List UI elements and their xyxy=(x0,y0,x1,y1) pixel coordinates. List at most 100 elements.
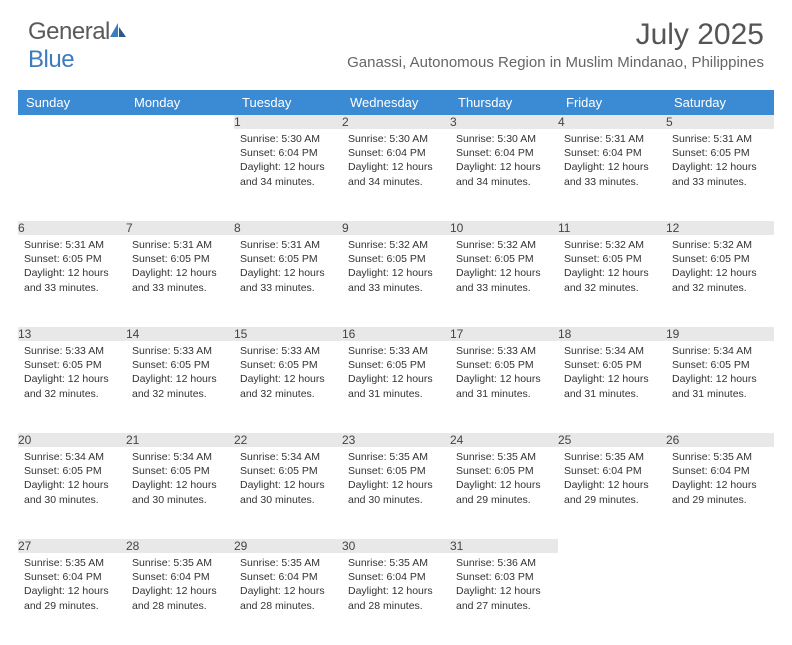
weekday-header: Tuesday xyxy=(234,90,342,115)
day-details: Sunrise: 5:35 AMSunset: 6:04 PMDaylight:… xyxy=(342,553,450,619)
day-number: 7 xyxy=(126,221,234,235)
day-cell: Sunrise: 5:34 AMSunset: 6:05 PMDaylight:… xyxy=(126,447,234,539)
week-row: Sunrise: 5:30 AMSunset: 6:04 PMDaylight:… xyxy=(18,129,774,221)
week-row: Sunrise: 5:35 AMSunset: 6:04 PMDaylight:… xyxy=(18,553,774,645)
day-details: Sunrise: 5:31 AMSunset: 6:05 PMDaylight:… xyxy=(234,235,342,301)
day-cell: Sunrise: 5:30 AMSunset: 6:04 PMDaylight:… xyxy=(450,129,558,221)
day-details: Sunrise: 5:32 AMSunset: 6:05 PMDaylight:… xyxy=(342,235,450,301)
empty-cell xyxy=(666,553,774,645)
day-details: Sunrise: 5:34 AMSunset: 6:05 PMDaylight:… xyxy=(18,447,126,513)
day-details: Sunrise: 5:36 AMSunset: 6:03 PMDaylight:… xyxy=(450,553,558,619)
brand-word2: Blue xyxy=(28,46,74,73)
weekday-header: Sunday xyxy=(18,90,126,115)
empty-cell xyxy=(18,129,126,221)
day-cell: Sunrise: 5:36 AMSunset: 6:03 PMDaylight:… xyxy=(450,553,558,645)
daynum-row: 6789101112 xyxy=(18,221,774,235)
day-number: 1 xyxy=(234,115,342,129)
day-cell: Sunrise: 5:33 AMSunset: 6:05 PMDaylight:… xyxy=(234,341,342,433)
day-cell: Sunrise: 5:35 AMSunset: 6:05 PMDaylight:… xyxy=(450,447,558,539)
day-number: 30 xyxy=(342,539,450,553)
day-number: 4 xyxy=(558,115,666,129)
day-number: 28 xyxy=(126,539,234,553)
day-cell: Sunrise: 5:33 AMSunset: 6:05 PMDaylight:… xyxy=(126,341,234,433)
day-number: 6 xyxy=(18,221,126,235)
day-cell: Sunrise: 5:30 AMSunset: 6:04 PMDaylight:… xyxy=(342,129,450,221)
day-cell: Sunrise: 5:35 AMSunset: 6:04 PMDaylight:… xyxy=(18,553,126,645)
day-number: 26 xyxy=(666,433,774,447)
weekday-header: Monday xyxy=(126,90,234,115)
daynum-row: 12345 xyxy=(18,115,774,129)
day-number: 13 xyxy=(18,327,126,341)
day-details: Sunrise: 5:35 AMSunset: 6:05 PMDaylight:… xyxy=(342,447,450,513)
day-number: 10 xyxy=(450,221,558,235)
day-number: 15 xyxy=(234,327,342,341)
day-details: Sunrise: 5:32 AMSunset: 6:05 PMDaylight:… xyxy=(558,235,666,301)
day-details: Sunrise: 5:35 AMSunset: 6:05 PMDaylight:… xyxy=(450,447,558,513)
day-number: 14 xyxy=(126,327,234,341)
day-details: Sunrise: 5:31 AMSunset: 6:05 PMDaylight:… xyxy=(18,235,126,301)
day-number: 29 xyxy=(234,539,342,553)
day-cell: Sunrise: 5:35 AMSunset: 6:04 PMDaylight:… xyxy=(342,553,450,645)
day-number: 31 xyxy=(450,539,558,553)
empty-cell xyxy=(126,129,234,221)
brand-logo: General Blue xyxy=(28,18,128,74)
day-number: 19 xyxy=(666,327,774,341)
day-details: Sunrise: 5:33 AMSunset: 6:05 PMDaylight:… xyxy=(234,341,342,407)
day-cell: Sunrise: 5:32 AMSunset: 6:05 PMDaylight:… xyxy=(450,235,558,327)
day-cell: Sunrise: 5:31 AMSunset: 6:05 PMDaylight:… xyxy=(234,235,342,327)
day-details: Sunrise: 5:32 AMSunset: 6:05 PMDaylight:… xyxy=(666,235,774,301)
month-title: July 2025 xyxy=(347,18,764,52)
day-details: Sunrise: 5:33 AMSunset: 6:05 PMDaylight:… xyxy=(18,341,126,407)
daynum-row: 20212223242526 xyxy=(18,433,774,447)
day-details: Sunrise: 5:33 AMSunset: 6:05 PMDaylight:… xyxy=(450,341,558,407)
day-cell: Sunrise: 5:32 AMSunset: 6:05 PMDaylight:… xyxy=(666,235,774,327)
day-details: Sunrise: 5:35 AMSunset: 6:04 PMDaylight:… xyxy=(18,553,126,619)
day-cell: Sunrise: 5:32 AMSunset: 6:05 PMDaylight:… xyxy=(558,235,666,327)
calendar-head: SundayMondayTuesdayWednesdayThursdayFrid… xyxy=(18,90,774,115)
day-details: Sunrise: 5:31 AMSunset: 6:04 PMDaylight:… xyxy=(558,129,666,195)
day-number: 21 xyxy=(126,433,234,447)
week-row: Sunrise: 5:34 AMSunset: 6:05 PMDaylight:… xyxy=(18,447,774,539)
day-details: Sunrise: 5:34 AMSunset: 6:05 PMDaylight:… xyxy=(666,341,774,407)
day-number: 18 xyxy=(558,327,666,341)
week-row: Sunrise: 5:33 AMSunset: 6:05 PMDaylight:… xyxy=(18,341,774,433)
week-row: Sunrise: 5:31 AMSunset: 6:05 PMDaylight:… xyxy=(18,235,774,327)
day-number: 5 xyxy=(666,115,774,129)
day-cell: Sunrise: 5:30 AMSunset: 6:04 PMDaylight:… xyxy=(234,129,342,221)
day-cell: Sunrise: 5:34 AMSunset: 6:05 PMDaylight:… xyxy=(18,447,126,539)
day-details: Sunrise: 5:35 AMSunset: 6:04 PMDaylight:… xyxy=(234,553,342,619)
page-header: General Blue July 2025 Ganassi, Autonomo… xyxy=(0,0,792,80)
day-cell: Sunrise: 5:33 AMSunset: 6:05 PMDaylight:… xyxy=(18,341,126,433)
day-details: Sunrise: 5:34 AMSunset: 6:05 PMDaylight:… xyxy=(126,447,234,513)
day-cell: Sunrise: 5:34 AMSunset: 6:05 PMDaylight:… xyxy=(666,341,774,433)
brand-word1: General xyxy=(28,18,110,45)
day-number: 22 xyxy=(234,433,342,447)
empty-cell xyxy=(666,539,774,553)
day-cell: Sunrise: 5:35 AMSunset: 6:05 PMDaylight:… xyxy=(342,447,450,539)
day-number: 9 xyxy=(342,221,450,235)
day-details: Sunrise: 5:30 AMSunset: 6:04 PMDaylight:… xyxy=(450,129,558,195)
day-number: 25 xyxy=(558,433,666,447)
day-number: 3 xyxy=(450,115,558,129)
weekday-header: Thursday xyxy=(450,90,558,115)
logo-sail-icon xyxy=(108,21,128,39)
daynum-row: 2728293031 xyxy=(18,539,774,553)
weekday-header: Wednesday xyxy=(342,90,450,115)
weekday-header: Friday xyxy=(558,90,666,115)
day-details: Sunrise: 5:30 AMSunset: 6:04 PMDaylight:… xyxy=(234,129,342,195)
day-cell: Sunrise: 5:35 AMSunset: 6:04 PMDaylight:… xyxy=(234,553,342,645)
day-number: 12 xyxy=(666,221,774,235)
day-details: Sunrise: 5:33 AMSunset: 6:05 PMDaylight:… xyxy=(342,341,450,407)
day-cell: Sunrise: 5:34 AMSunset: 6:05 PMDaylight:… xyxy=(234,447,342,539)
day-number: 16 xyxy=(342,327,450,341)
day-details: Sunrise: 5:32 AMSunset: 6:05 PMDaylight:… xyxy=(450,235,558,301)
day-cell: Sunrise: 5:32 AMSunset: 6:05 PMDaylight:… xyxy=(342,235,450,327)
location-subtitle: Ganassi, Autonomous Region in Muslim Min… xyxy=(347,54,764,71)
day-number: 20 xyxy=(18,433,126,447)
weekday-row: SundayMondayTuesdayWednesdayThursdayFrid… xyxy=(18,90,774,115)
day-cell: Sunrise: 5:33 AMSunset: 6:05 PMDaylight:… xyxy=(342,341,450,433)
day-number: 8 xyxy=(234,221,342,235)
day-details: Sunrise: 5:35 AMSunset: 6:04 PMDaylight:… xyxy=(126,553,234,619)
empty-cell xyxy=(18,115,126,129)
day-details: Sunrise: 5:34 AMSunset: 6:05 PMDaylight:… xyxy=(234,447,342,513)
